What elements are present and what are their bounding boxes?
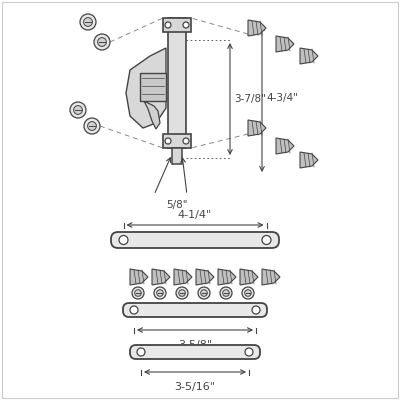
Circle shape	[70, 102, 86, 118]
Bar	[163, 134, 191, 148]
Circle shape	[130, 306, 138, 314]
Bar	[172, 148, 182, 164]
Circle shape	[245, 290, 251, 296]
Circle shape	[165, 22, 171, 28]
Text: 5/8": 5/8"	[166, 200, 188, 210]
Circle shape	[252, 306, 260, 314]
Bar	[163, 18, 191, 32]
Bar	[168, 18, 186, 148]
Polygon shape	[174, 269, 192, 285]
Text: 3-5/16": 3-5/16"	[174, 382, 216, 392]
Circle shape	[88, 122, 96, 130]
Polygon shape	[218, 269, 236, 285]
Circle shape	[165, 138, 171, 144]
Polygon shape	[248, 120, 266, 136]
Polygon shape	[196, 269, 214, 285]
Circle shape	[94, 34, 110, 50]
Polygon shape	[262, 269, 280, 285]
FancyBboxPatch shape	[130, 345, 260, 359]
Circle shape	[135, 290, 141, 296]
Circle shape	[84, 118, 100, 134]
Polygon shape	[248, 20, 266, 36]
Circle shape	[245, 348, 253, 356]
Text: 4-1/4": 4-1/4"	[178, 210, 212, 220]
Circle shape	[201, 290, 207, 296]
Circle shape	[157, 290, 163, 296]
Polygon shape	[240, 269, 258, 285]
Bar	[140, 73, 166, 101]
Text: 3-5/8": 3-5/8"	[178, 340, 212, 350]
Polygon shape	[300, 152, 318, 168]
Polygon shape	[300, 48, 318, 64]
Circle shape	[242, 287, 254, 299]
Polygon shape	[144, 101, 160, 129]
Circle shape	[84, 18, 92, 26]
FancyBboxPatch shape	[123, 303, 267, 317]
Polygon shape	[276, 138, 294, 154]
Circle shape	[198, 287, 210, 299]
Circle shape	[183, 138, 189, 144]
Text: 3-7/8": 3-7/8"	[234, 94, 266, 104]
Circle shape	[98, 38, 106, 46]
Circle shape	[179, 290, 185, 296]
Polygon shape	[276, 36, 294, 52]
Circle shape	[262, 236, 271, 244]
FancyBboxPatch shape	[111, 232, 279, 248]
Circle shape	[183, 22, 189, 28]
Circle shape	[74, 106, 82, 114]
Polygon shape	[130, 269, 148, 285]
Circle shape	[176, 287, 188, 299]
Text: 4-3/4": 4-3/4"	[266, 94, 298, 104]
Circle shape	[154, 287, 166, 299]
Circle shape	[220, 287, 232, 299]
Circle shape	[119, 236, 128, 244]
Circle shape	[80, 14, 96, 30]
Polygon shape	[126, 48, 166, 128]
Circle shape	[223, 290, 229, 296]
Circle shape	[132, 287, 144, 299]
Circle shape	[137, 348, 145, 356]
Polygon shape	[152, 269, 170, 285]
